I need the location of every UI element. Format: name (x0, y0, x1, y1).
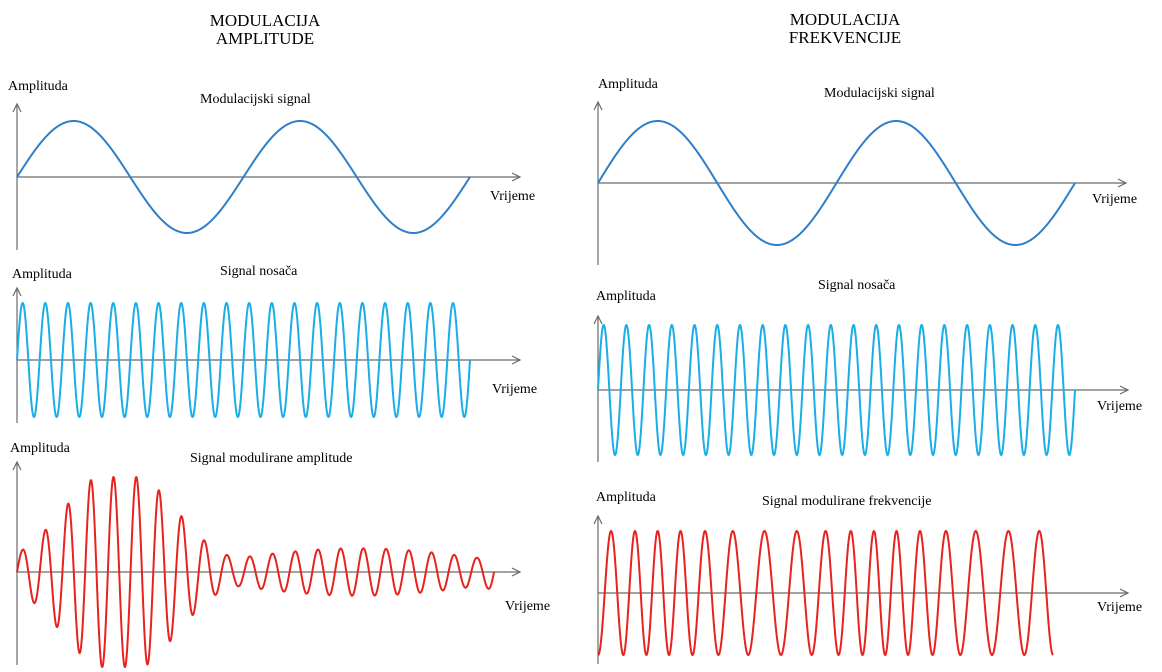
am-modulating-xlabel: Vrijeme (490, 189, 536, 204)
fm-carrier-wave (597, 324, 1076, 456)
am-modulated-y-arrow (12, 460, 22, 471)
fm-title: MODULACIJA FREKVENCIJE (720, 11, 970, 47)
am-modulating-caption: Modulacijski signal (200, 92, 311, 107)
am-modulating-ylabel: Amplituda (8, 79, 68, 94)
am-carrier-y-arrow (12, 286, 22, 297)
fm-title-line2: FREKVENCIJE (788, 28, 902, 47)
am-title-line2: AMPLITUDE (215, 29, 315, 48)
fm-modulated-x-arrow (1119, 588, 1130, 598)
fm-modulating-y-arrow (593, 100, 603, 111)
fm-modulating-ylabel: Amplituda (598, 77, 658, 92)
fm-modulated-ylabel: Amplituda (596, 490, 656, 505)
fm-carrier-caption: Signal nosača (818, 278, 896, 293)
fm-title-line1: MODULACIJA (789, 10, 901, 29)
fm-modulated-wave (597, 530, 1054, 656)
am-modulated-wave (16, 476, 495, 668)
fm-modulating-x-arrow (1117, 178, 1128, 188)
fm-modulating-wave (597, 120, 1076, 246)
fm-modulated-caption: Signal modulirane frekvencije (762, 494, 932, 509)
am-modulated-x-arrow (511, 567, 522, 577)
am-title: MODULACIJA AMPLITUDE (140, 12, 390, 48)
am-title-line1: MODULACIJA (209, 11, 321, 30)
fm-modulated-xlabel: Vrijeme (1097, 600, 1143, 615)
fm-modulated-y-arrow (593, 514, 603, 525)
am-modulated-caption: Signal modulirane amplitude (190, 451, 353, 466)
fm-modulating-xlabel: Vrijeme (1092, 192, 1138, 207)
am-carrier-wave (16, 302, 471, 418)
fm-carrier-ylabel: Amplituda (596, 289, 656, 304)
fm-carrier-x-arrow (1119, 385, 1130, 395)
am-modulated-xlabel: Vrijeme (505, 599, 551, 614)
am-modulating-y-arrow (12, 102, 22, 113)
am-carrier-ylabel: Amplituda (12, 267, 72, 282)
fm-modulating-caption: Modulacijski signal (824, 86, 935, 101)
am-carrier-xlabel: Vrijeme (492, 382, 538, 397)
am-modulating-x-arrow (511, 172, 522, 182)
am-modulated-ylabel: Amplituda (10, 441, 70, 456)
fm-carrier-y-arrow (593, 314, 603, 325)
am-modulating-wave (16, 120, 471, 234)
fm-carrier-xlabel: Vrijeme (1097, 399, 1143, 414)
am-carrier-caption: Signal nosača (220, 264, 298, 279)
am-carrier-x-arrow (511, 355, 522, 365)
